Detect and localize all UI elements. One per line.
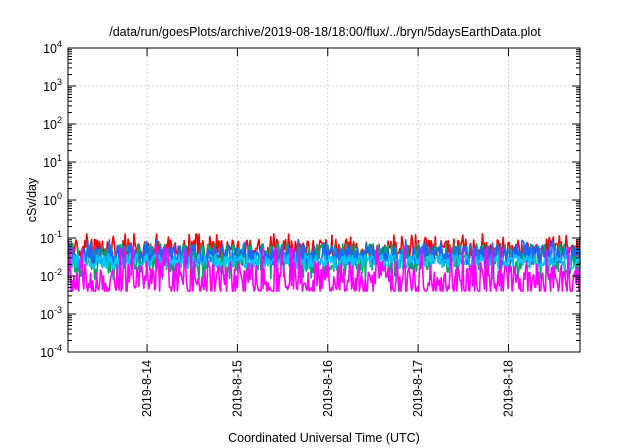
x-tick-label: 2019-8-17 [411,360,425,417]
y-tick-label: 10-2 [40,267,62,284]
series-layer [67,233,581,292]
y-tick-label: 104 [43,39,62,56]
x-tick-label: 2019-8-18 [501,360,515,417]
x-tick-label: 2019-8-16 [321,360,335,417]
y-tick-label: 101 [43,153,62,170]
y-tick-label: 103 [43,77,62,94]
chart-title: /data/run/goesPlots/archive/2019-08-18/1… [109,25,541,39]
series-line [67,245,581,292]
series-line [67,239,581,266]
y-tick-label: 10-3 [40,305,62,322]
y-axis-label: cSv/day [25,177,39,222]
series-line [67,252,581,271]
y-tick-label: 100 [43,191,62,208]
x-tick-label: 2019-8-14 [140,360,154,417]
x-ticks: 2019-8-14 2019-8-15 2019-8-16 2019-8-17 2019… [140,48,515,417]
y-ticks: 10-4 10-3 10-2 10-1 100 101 102 103 104 [40,39,580,360]
y-tick-label: 10-4 [40,343,62,360]
x-tick-label: 2019-8-15 [230,360,244,417]
y-tick-label: 102 [43,115,62,132]
y-tick-label: 10-1 [40,229,62,246]
grid [68,48,580,352]
x-axis-label: Coordinated Universal Time (UTC) [228,431,420,445]
